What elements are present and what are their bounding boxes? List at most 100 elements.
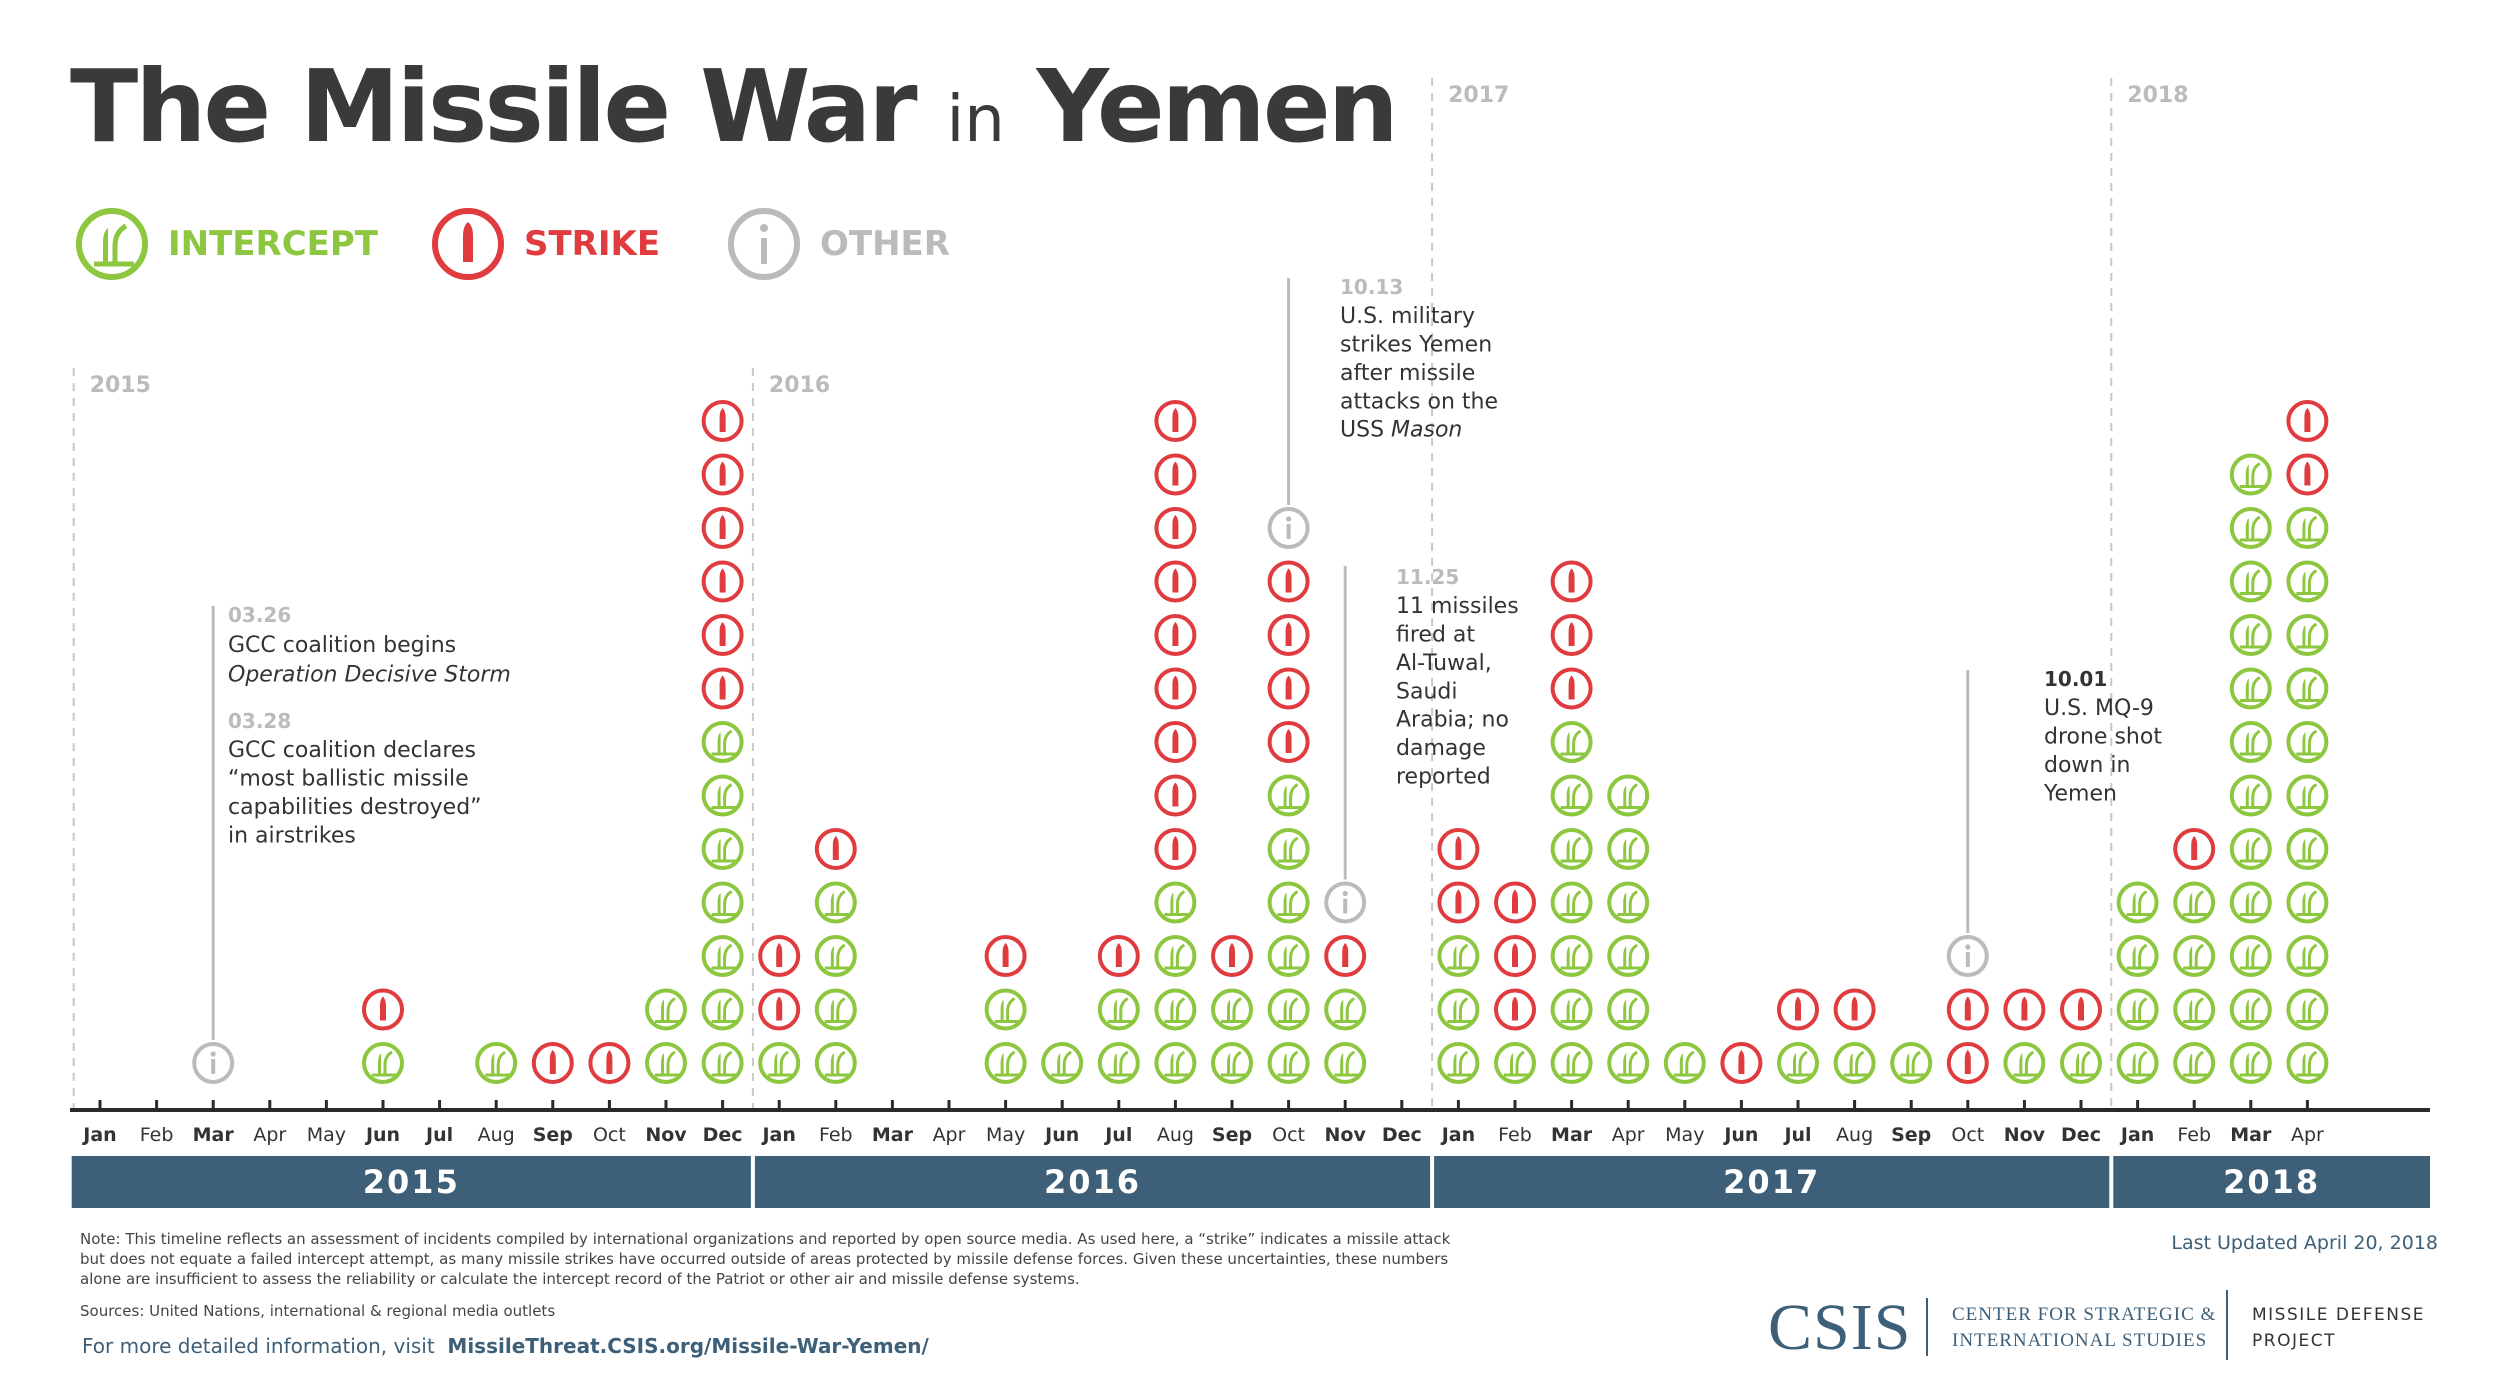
intercept-marker	[1550, 935, 1593, 977]
intercept-marker	[1437, 1042, 1480, 1084]
strike-marker	[1267, 560, 1310, 603]
intercept-marker	[2286, 507, 2329, 549]
strike-marker	[1211, 935, 1253, 977]
month-tick-label: Feb	[1498, 1124, 1532, 1146]
intercept-marker	[2229, 614, 2272, 656]
annotation-1125-text: damage	[1396, 736, 1486, 761]
other-marker	[1267, 507, 1310, 549]
strike-marker	[1154, 667, 1197, 710]
annotation-1125-text: Al-Tuwal,	[1396, 651, 1492, 676]
intercept-marker	[2229, 988, 2272, 1031]
intercept-marker	[2286, 828, 2329, 870]
month-tick-label: Nov	[2004, 1124, 2046, 1146]
intercept-marker	[2229, 881, 2272, 924]
intercept-marker	[1607, 1042, 1650, 1084]
strike-marker	[1494, 881, 1536, 924]
footnote: Note: This timeline reflects an assessme…	[80, 1230, 1451, 1288]
strike-marker	[1154, 614, 1197, 656]
strike-marker	[1154, 400, 1197, 442]
strike-marker	[1494, 935, 1536, 977]
strike-marker	[701, 614, 744, 656]
month-tick-label: Jun	[1722, 1124, 1758, 1146]
month-tick-label: Dec	[2061, 1124, 2101, 1146]
annotation-0328-text: “most ballistic missile	[228, 766, 469, 791]
legend-other-label: OTHER	[820, 224, 950, 264]
info-icon	[728, 208, 800, 280]
intercept-marker	[1607, 828, 1650, 870]
strike-marker	[1154, 560, 1197, 603]
sources: Sources: United Nations, international &…	[80, 1302, 556, 1320]
month-tick-label: Mar	[872, 1124, 914, 1146]
year-band-label: 2018	[2223, 1163, 2320, 1201]
month-tick-label: Jun	[1043, 1124, 1079, 1146]
intercept-marker	[2229, 667, 2272, 710]
intercept-marker	[1890, 1042, 1933, 1084]
annotation-1001-text: U.S. MQ-9	[2044, 696, 2154, 721]
intercept-marker	[814, 988, 857, 1031]
strike-marker	[984, 935, 1027, 977]
month-tick-label: Aug	[1157, 1124, 1194, 1146]
intercept-marker	[2286, 988, 2329, 1031]
intercept-marker	[1041, 1042, 1084, 1084]
month-tick-label: Aug	[478, 1124, 515, 1146]
month-tick-label: Oct	[1272, 1124, 1305, 1146]
annotation-0328-date: 03.28	[228, 709, 291, 733]
intercept-marker	[1154, 881, 1197, 924]
month-tick-label: Apr	[1612, 1124, 1645, 1146]
other-marker	[192, 1042, 235, 1084]
intercept-marker	[1833, 1042, 1876, 1084]
intercept-marker	[2173, 881, 2216, 924]
intercept-marker	[1437, 988, 1480, 1031]
legend-intercept: INTERCEPT	[74, 206, 378, 282]
legend-other: OTHER	[726, 206, 950, 282]
intercept-marker	[2286, 1042, 2329, 1084]
strike-marker	[701, 560, 744, 603]
month-tick-label: Feb	[140, 1124, 174, 1146]
intercept-marker	[1550, 721, 1593, 763]
annotation-1125-text: 11 missiles	[1396, 594, 1519, 619]
annotation-1013-text: attacks on the	[1340, 389, 1498, 414]
year-marker-label: 2017	[1448, 83, 1509, 108]
strike-marker	[588, 1042, 631, 1084]
month-tick-label: Nov	[645, 1124, 687, 1146]
strike-marker	[1154, 721, 1197, 763]
csis-line2: INTERNATIONAL STUDIES	[1952, 1330, 2208, 1351]
intercept-marker	[645, 1042, 687, 1084]
annotation-1013-text: strikes Yemen	[1340, 332, 1492, 357]
intercept-marker	[1097, 988, 1140, 1031]
annotation-0326-text: Operation Decisive Storm	[228, 662, 511, 687]
intercept-marker	[1550, 988, 1593, 1031]
intercept-marker	[2173, 935, 2216, 977]
title-end: Yemen	[1036, 48, 1399, 165]
intercept-marker	[2286, 935, 2329, 977]
year-band-label: 2016	[1044, 1163, 1141, 1201]
intercept-marker	[1324, 1042, 1367, 1084]
logo-divider-1	[1926, 1298, 1928, 1356]
strike-marker	[814, 828, 857, 870]
last-updated: Last Updated April 20, 2018	[2171, 1232, 2438, 1254]
more-info-link[interactable]: MissileThreat.CSIS.org/Missile-War-Yemen…	[447, 1334, 929, 1358]
month-tick-label: Nov	[1325, 1124, 1367, 1146]
intercept-marker	[2116, 988, 2159, 1031]
annotation-1001-date: 10.01	[2044, 667, 2107, 691]
month-tick-label: Jul	[424, 1124, 453, 1146]
intercept-marker	[2116, 1042, 2159, 1084]
month-tick-label: Sep	[1891, 1124, 1931, 1146]
strike-marker	[2003, 988, 2046, 1031]
month-tick-label: May	[307, 1124, 346, 1146]
strike-marker	[1154, 453, 1197, 496]
month-tick-label: Apr	[933, 1124, 966, 1146]
strike-marker	[1777, 988, 1819, 1031]
intercept-marker	[758, 1042, 801, 1084]
intercept-marker	[701, 1042, 744, 1084]
intercept-marker	[701, 828, 744, 870]
other-marker	[1946, 935, 1989, 977]
intercept-marker	[1267, 828, 1310, 870]
annotation-0326-text: GCC coalition begins	[228, 633, 456, 658]
intercept-marker	[1437, 935, 1480, 977]
strike-marker	[1097, 935, 1140, 977]
title-in: in	[946, 83, 1005, 157]
month-tick-label: Aug	[1836, 1124, 1873, 1146]
intercept-marker	[2286, 721, 2329, 763]
